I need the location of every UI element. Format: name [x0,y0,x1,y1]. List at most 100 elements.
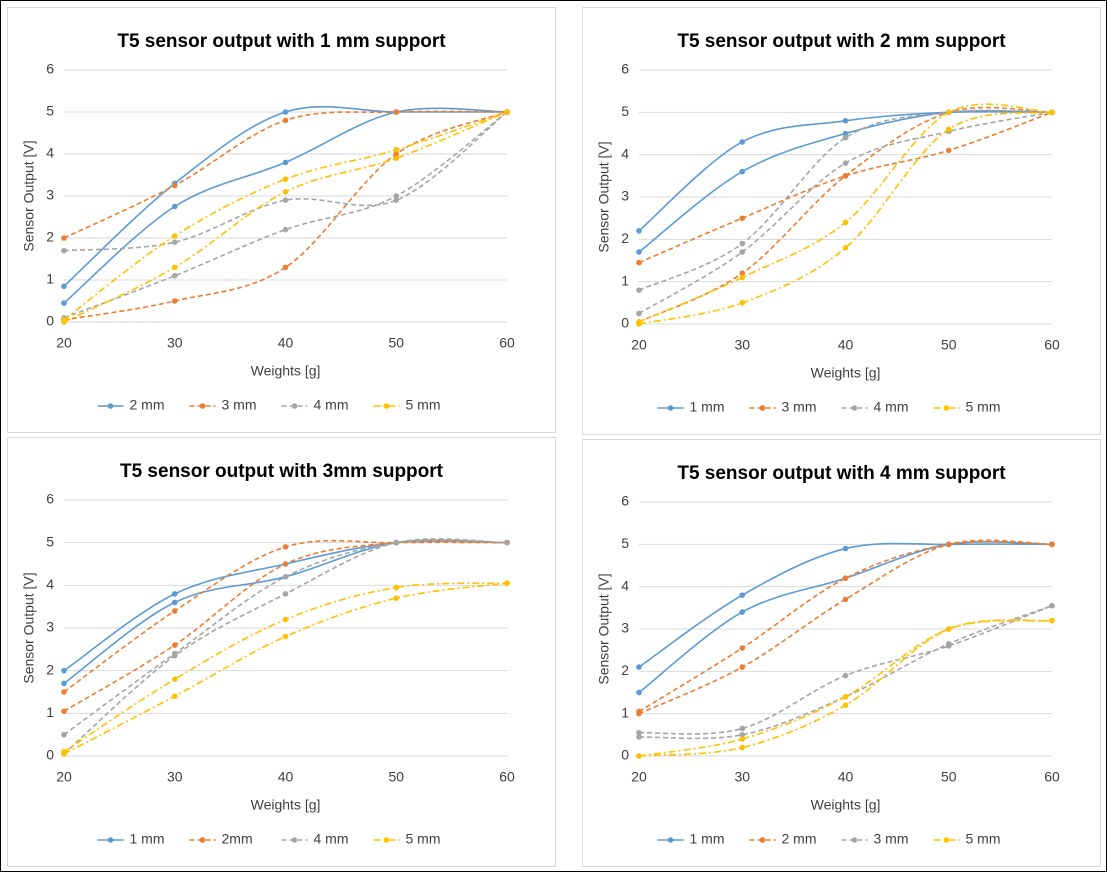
data-point [945,626,952,632]
data-point [739,609,746,615]
y-tick-label: 2 [621,662,629,678]
y-tick-label: 4 [46,145,54,161]
data-point [636,287,642,293]
data-point [842,672,849,679]
x-tick-label: 50 [941,769,957,785]
x-tick-label: 20 [56,769,72,785]
data-point [739,139,746,145]
x-tick-label: 30 [167,335,183,351]
data-point [282,226,289,233]
data-point [282,189,289,195]
legend-label: 5 mm [966,399,1001,415]
x-axis-label: Weights [g] [811,797,881,813]
legend-marker [199,837,206,843]
x-axis-label: Weights [g] [811,365,881,381]
data-point [739,240,746,247]
data-point [393,147,400,153]
legend-label: 5 mm [966,831,1001,847]
data-point [282,176,289,182]
data-point [171,264,178,271]
x-axis-label: Weights [g] [251,797,321,813]
y-tick-label: 5 [46,103,54,119]
data-point [61,751,67,757]
data-point [504,109,510,115]
series-line [63,538,508,755]
data-point [393,595,400,601]
y-tick-label: 3 [46,619,54,635]
legend-marker [759,837,766,843]
legend-marker [383,837,390,843]
y-tick-label: 1 [46,704,54,720]
data-point [282,264,289,271]
data-point [61,319,67,325]
data-point [842,693,849,700]
data-point [61,689,67,695]
legend-marker [107,403,114,409]
series-line [63,111,508,323]
data-point [61,235,67,241]
data-point [636,729,642,736]
data-point [171,273,178,279]
data-point [1049,617,1055,624]
series-line [63,111,508,319]
legend-label: 2 mm [130,397,165,413]
data-point [393,155,400,161]
x-tick-label: 50 [388,769,404,785]
data-point [636,249,642,255]
x-tick-label: 40 [278,769,294,785]
data-point [842,245,849,251]
data-point [282,159,289,166]
data-point [842,134,849,141]
legend-label: 1 mm [130,831,165,847]
y-tick-label: 0 [621,315,629,331]
data-point [171,693,178,700]
data-point [842,575,849,581]
x-tick-label: 40 [278,335,294,351]
chart-panel: T5 sensor output with 3mm support 0 1 2 3 4 5 6… [7,437,556,867]
y-tick-label: 5 [46,533,54,549]
data-point [282,616,289,623]
data-point [504,580,510,586]
data-point [61,667,67,674]
y-tick-label: 4 [46,576,54,592]
data-point [739,300,746,306]
data-point [739,664,746,670]
x-tick-label: 20 [631,337,647,353]
x-tick-label: 20 [631,769,647,785]
legend-label: 2 mm [782,831,817,847]
x-tick-label: 60 [499,769,515,785]
data-point [945,641,952,647]
y-tick-label: 0 [621,747,629,763]
series-line [638,110,1053,232]
x-tick-label: 30 [734,337,750,353]
data-point [171,642,178,648]
y-tick-label: 3 [621,620,629,636]
y-tick-label: 0 [46,313,54,329]
legend-marker [851,837,858,843]
legend-label: 3 mm [222,397,257,413]
data-point [171,239,178,245]
data-point [842,118,849,124]
data-point [393,109,400,115]
data-point [739,270,746,277]
series-line [638,539,1053,715]
data-point [1049,541,1055,548]
legend-marker [667,837,674,843]
series-line [638,109,1053,291]
series-line [638,604,1053,735]
data-point [393,197,400,203]
data-point [636,734,642,740]
data-point [171,182,178,189]
y-tick-label: 6 [46,491,54,507]
data-point [61,731,67,738]
data-point [171,203,178,210]
x-tick-label: 40 [838,337,854,353]
data-point [282,591,289,597]
data-point [282,117,289,124]
x-tick-label: 60 [1044,769,1060,785]
data-point [282,544,289,550]
series-line [63,107,508,304]
data-point [61,708,67,714]
data-point [61,283,67,290]
legend-label: 5 mm [406,831,441,847]
